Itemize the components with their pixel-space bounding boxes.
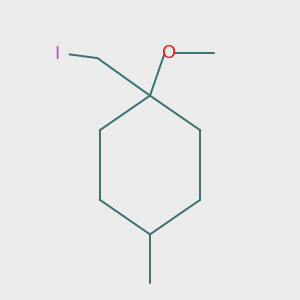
Text: I: I xyxy=(55,45,60,63)
Text: O: O xyxy=(162,44,176,62)
